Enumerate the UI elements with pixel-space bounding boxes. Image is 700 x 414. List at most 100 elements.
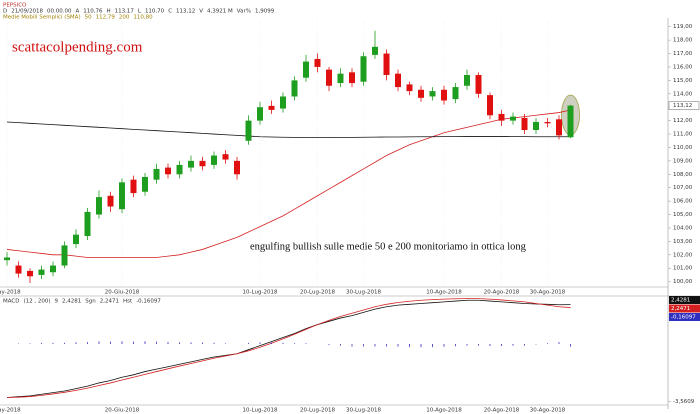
candle-body <box>61 245 68 266</box>
candle-body <box>142 176 148 192</box>
candle-body <box>268 105 275 110</box>
candle-body <box>4 257 10 261</box>
candle-body <box>165 167 171 175</box>
candle-body <box>257 107 263 121</box>
y-tick-label: 102,00 <box>673 252 693 258</box>
y-tick-label: 118,00 <box>673 38 693 44</box>
price-marker <box>668 101 700 110</box>
candle-body <box>533 121 539 131</box>
candle-body <box>383 53 390 76</box>
header-text: 2,2471 <box>100 299 119 305</box>
y-tick-label: 117,00 <box>673 51 693 57</box>
value-box <box>669 304 700 313</box>
candle-body <box>107 195 114 207</box>
macd-legend: MACD (12 , 200) 9 2,4281 Sgn 2,2471 Hst -0,1609… <box>3 299 161 305</box>
moving-average <box>6 121 571 138</box>
x-tick-label: May-2018 <box>0 408 21 414</box>
x-tick-label: 20-Ago-2018 <box>484 290 520 296</box>
x-tick-label: 20-Giu-2018 <box>105 408 140 414</box>
candle-body <box>372 46 378 55</box>
symbol: PEPSICO <box>3 3 27 9</box>
header-text: D <box>3 9 7 15</box>
y-tick-label: 107,00 <box>673 185 693 191</box>
candle-body <box>73 234 79 245</box>
value-box <box>669 313 700 321</box>
annotation: engulfing bullish sulle medie 50 e 200 m… <box>250 241 527 252</box>
header-text: 113,12 <box>176 9 195 15</box>
header-text: 50 <box>85 15 92 21</box>
candle-body <box>418 89 424 98</box>
x-tick-label: 20-Ago-2018 <box>484 408 520 414</box>
header-text: -0,16097 <box>136 299 161 305</box>
y-tick-label: -3,5609 <box>673 399 695 405</box>
y-tick-label: 115,00 <box>673 78 693 84</box>
candle-body <box>199 160 206 167</box>
value-box-label: 2,4281 <box>671 298 690 304</box>
candle-body <box>50 265 56 273</box>
candle-body <box>211 155 217 165</box>
y-tick-label: 112,00 <box>673 118 693 124</box>
y-tick-label: 109,00 <box>673 158 693 164</box>
x-tick-label: 30-Lug-2018 <box>346 408 381 414</box>
candle-body <box>406 84 413 92</box>
y-tick-label: 104,00 <box>673 225 693 231</box>
value-box <box>669 296 700 304</box>
header-text: H <box>106 9 110 15</box>
candle-body <box>119 182 125 210</box>
x-tick-label: 20-Lug-2018 <box>300 290 335 296</box>
sma-legend: Medie Mobili Semplici (SMA) 50 112,79 200 11… <box>3 15 153 21</box>
y-tick-label: 100,00 <box>673 279 693 285</box>
candle-body <box>245 120 252 141</box>
x-tick-label: May-2018 <box>0 290 21 296</box>
candle-body <box>84 211 91 237</box>
watermark: scattacolpending.com <box>12 39 143 55</box>
y-tick-label: 114,00 <box>673 91 693 97</box>
x-tick-label: 10-Ago-2018 <box>426 290 462 296</box>
candle-body <box>314 58 321 67</box>
candle-body <box>556 119 562 136</box>
header-text: 113,17 <box>115 9 135 15</box>
header-text: 00.00.00 <box>47 9 72 15</box>
x-tick-label: 30-Lug-2018 <box>346 290 381 296</box>
quote-line: D 21/09/2018 00.00.00 A 110,76 H 113,17 L 110,70… <box>3 9 275 15</box>
candle-body <box>188 160 194 168</box>
header-text: 112,79 <box>96 15 116 21</box>
header-text: 2,4281 <box>62 299 81 305</box>
header-text: 110,70 <box>145 9 165 15</box>
candle-body <box>326 69 332 86</box>
candle-body <box>27 270 33 277</box>
header-text: A <box>75 9 79 15</box>
y-tick-label: 108,00 <box>673 172 693 178</box>
header-text: Sgn <box>85 299 96 305</box>
header-text: C <box>168 9 172 15</box>
candle-body <box>222 154 229 160</box>
y-tick-label: 116,00 <box>673 64 693 70</box>
y-tick-label: 110,00 <box>673 145 693 151</box>
indicator-line <box>6 299 571 398</box>
candle-body <box>487 95 493 116</box>
candle-body <box>395 73 401 88</box>
candle-body <box>176 164 183 175</box>
x-tick-label: 10-Ago-2018 <box>426 408 462 414</box>
header-text: MACD <box>3 299 20 305</box>
header-text: 110,76 <box>83 9 103 15</box>
moving-average <box>6 109 571 258</box>
y-tick-label: 101,00 <box>673 266 693 272</box>
header-text: 110,80 <box>133 15 153 21</box>
value-box-label: 2,2471 <box>671 306 690 312</box>
price-marker-label: 113,12 <box>673 103 692 109</box>
candle-body <box>452 87 459 100</box>
candle-body <box>337 73 344 84</box>
y-tick-label: 111,00 <box>673 132 693 138</box>
candle-body <box>567 105 574 138</box>
candle-body <box>153 168 160 180</box>
x-tick-label: 20-Lug-2018 <box>300 408 335 414</box>
candle-body <box>15 265 22 274</box>
candle-body <box>234 160 240 175</box>
candle-body <box>360 56 367 82</box>
candle-body <box>441 89 447 101</box>
header-text: L <box>138 9 142 15</box>
candle-body <box>429 91 436 97</box>
